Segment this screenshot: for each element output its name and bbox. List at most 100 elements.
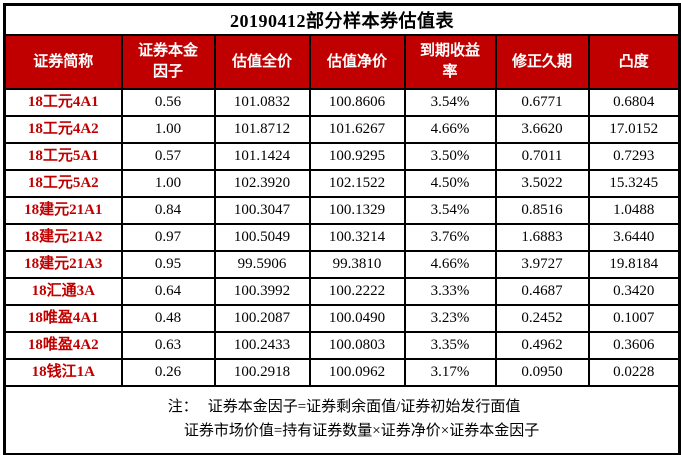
- column-header-ytm: 到期收益率: [403, 34, 497, 90]
- full-price-cell: 100.5049: [213, 223, 311, 252]
- modified-duration-cell: 0.7011: [494, 142, 590, 171]
- principal-factor-cell: 0.57: [120, 142, 216, 171]
- column-header-principal-factor: 证券本金因子: [120, 34, 216, 90]
- note-line-1: 注： 证券本金因子=证券剩余面值/证券初始发行面值: [18, 395, 670, 419]
- ytm-cell: 3.23%: [403, 304, 497, 333]
- security-name-cell: 18工元4A2: [3, 115, 123, 144]
- net-price-cell: 100.2222: [308, 277, 406, 306]
- convexity-cell: 0.6804: [587, 88, 681, 117]
- full-price-cell: 100.3992: [213, 277, 311, 306]
- net-price-cell: 100.0962: [308, 358, 406, 387]
- principal-factor-cell: 0.97: [120, 223, 216, 252]
- table-row: 18唯盈4A1 0.48 100.2087 100.0490 3.23% 0.2452 0.…: [3, 304, 681, 333]
- column-header-net-price: 估值净价: [308, 34, 406, 90]
- ytm-cell: 3.54%: [403, 196, 497, 225]
- ytm-cell: 3.35%: [403, 331, 497, 360]
- note-prefix: 注：: [167, 399, 198, 415]
- modified-duration-cell: 0.2452: [494, 304, 590, 333]
- security-name-cell: 18唯盈4A1: [3, 304, 123, 333]
- table-row: 18工元5A2 1.00 102.3920 102.1522 4.50% 3.5022 15…: [3, 169, 681, 198]
- principal-factor-cell: 0.64: [120, 277, 216, 306]
- principal-factor-cell: 0.84: [120, 196, 216, 225]
- principal-factor-cell: 0.63: [120, 331, 216, 360]
- modified-duration-cell: 3.9727: [494, 250, 590, 279]
- modified-duration-cell: 3.6620: [494, 115, 590, 144]
- principal-factor-cell: 0.48: [120, 304, 216, 333]
- note-line-2: 证券市场价值=持有证券数量×证券净价×证券本金因子: [183, 423, 540, 439]
- table-foot: 注： 证券本金因子=证券剩余面值/证券初始发行面值 证券市场价值=持有证券数量×证…: [3, 385, 681, 455]
- security-name-cell: 18钱江1A: [3, 358, 123, 387]
- full-price-cell: 100.2433: [213, 331, 311, 360]
- net-price-cell: 100.8606: [308, 88, 406, 117]
- convexity-cell: 0.0228: [587, 358, 681, 387]
- modified-duration-cell: 1.6883: [494, 223, 590, 252]
- convexity-cell: 17.0152: [587, 115, 681, 144]
- convexity-cell: 3.6440: [587, 223, 681, 252]
- convexity-cell: 1.0488: [587, 196, 681, 225]
- security-name-cell: 18建元21A1: [3, 196, 123, 225]
- full-price-cell: 99.5906: [213, 250, 311, 279]
- ytm-cell: 4.66%: [403, 115, 497, 144]
- note-line-1-text: 证券本金因子=证券剩余面值/证券初始发行面值: [207, 399, 521, 415]
- table-row: 18汇通3A 0.64 100.3992 100.2222 3.33% 0.4687 0.3…: [3, 277, 681, 306]
- full-price-cell: 101.1424: [213, 142, 311, 171]
- modified-duration-cell: 0.6771: [494, 88, 590, 117]
- net-price-cell: 99.3810: [308, 250, 406, 279]
- modified-duration-cell: 0.0950: [494, 358, 590, 387]
- table-head: 20190412部分样本券估值表 证券简称 证券本金因子 估值全价 估值净价 到…: [3, 3, 681, 90]
- table-row: 18建元21A1 0.84 100.3047 100.1329 3.54% 0.8516 1…: [3, 196, 681, 225]
- modified-duration-cell: 0.4687: [494, 277, 590, 306]
- table-row: 18唯盈4A2 0.63 100.2433 100.0803 3.35% 0.4962 0.…: [3, 331, 681, 360]
- table-row: 18工元5A1 0.57 101.1424 100.9295 3.50% 0.7011 0.…: [3, 142, 681, 171]
- full-price-cell: 100.2087: [213, 304, 311, 333]
- security-name-cell: 18建元21A3: [3, 250, 123, 279]
- principal-factor-cell: 0.95: [120, 250, 216, 279]
- convexity-cell: 15.3245: [587, 169, 681, 198]
- convexity-cell: 0.1007: [587, 304, 681, 333]
- table-body: 18工元4A1 0.56 101.0832 100.8606 3.54% 0.6771 0.…: [3, 88, 681, 387]
- full-price-cell: 100.2918: [213, 358, 311, 387]
- column-header-security-name: 证券简称: [3, 34, 123, 90]
- table-row: 18工元4A2 1.00 101.8712 101.6267 4.66% 3.6620 17…: [3, 115, 681, 144]
- principal-factor-cell: 0.26: [120, 358, 216, 387]
- ytm-cell: 3.76%: [403, 223, 497, 252]
- notes-block: 注： 证券本金因子=证券剩余面值/证券初始发行面值 证券市场价值=持有证券数量×证…: [3, 385, 681, 455]
- convexity-cell: 19.8184: [587, 250, 681, 279]
- column-header-convexity: 凸度: [587, 34, 681, 90]
- security-name-cell: 18建元21A2: [3, 223, 123, 252]
- security-name-cell: 18汇通3A: [3, 277, 123, 306]
- table-row: 18建元21A2 0.97 100.5049 100.3214 3.76% 1.6883 3…: [3, 223, 681, 252]
- ytm-cell: 4.66%: [403, 250, 497, 279]
- header-row: 证券简称 证券本金因子 估值全价 估值净价 到期收益率 修正久期 凸度: [3, 34, 681, 90]
- principal-factor-cell: 1.00: [120, 169, 216, 198]
- convexity-cell: 0.3606: [587, 331, 681, 360]
- net-price-cell: 102.1522: [308, 169, 406, 198]
- table-title: 20190412部分样本券估值表: [3, 3, 681, 36]
- convexity-cell: 0.3420: [587, 277, 681, 306]
- title-row: 20190412部分样本券估值表: [3, 3, 681, 36]
- ytm-cell: 3.54%: [403, 88, 497, 117]
- principal-factor-cell: 0.56: [120, 88, 216, 117]
- net-price-cell: 100.3214: [308, 223, 406, 252]
- column-header-full-price: 估值全价: [213, 34, 311, 90]
- convexity-cell: 0.7293: [587, 142, 681, 171]
- net-price-cell: 100.0490: [308, 304, 406, 333]
- principal-factor-cell: 1.00: [120, 115, 216, 144]
- modified-duration-cell: 0.4962: [494, 331, 590, 360]
- table-row: 18工元4A1 0.56 101.0832 100.8606 3.54% 0.6771 0.…: [3, 88, 681, 117]
- column-header-modified-duration: 修正久期: [494, 34, 590, 90]
- full-price-cell: 101.0832: [213, 88, 311, 117]
- notes-row: 注： 证券本金因子=证券剩余面值/证券初始发行面值 证券市场价值=持有证券数量×证…: [3, 385, 681, 455]
- table-row: 18建元21A3 0.95 99.5906 99.3810 4.66% 3.9727 19.…: [3, 250, 681, 279]
- full-price-cell: 101.8712: [213, 115, 311, 144]
- valuation-table: 20190412部分样本券估值表 证券简称 证券本金因子 估值全价 估值净价 到…: [3, 3, 681, 455]
- security-name-cell: 18工元4A1: [3, 88, 123, 117]
- ytm-cell: 3.50%: [403, 142, 497, 171]
- net-price-cell: 100.1329: [308, 196, 406, 225]
- modified-duration-cell: 0.8516: [494, 196, 590, 225]
- ytm-cell: 3.17%: [403, 358, 497, 387]
- modified-duration-cell: 3.5022: [494, 169, 590, 198]
- net-price-cell: 101.6267: [308, 115, 406, 144]
- security-name-cell: 18工元5A2: [3, 169, 123, 198]
